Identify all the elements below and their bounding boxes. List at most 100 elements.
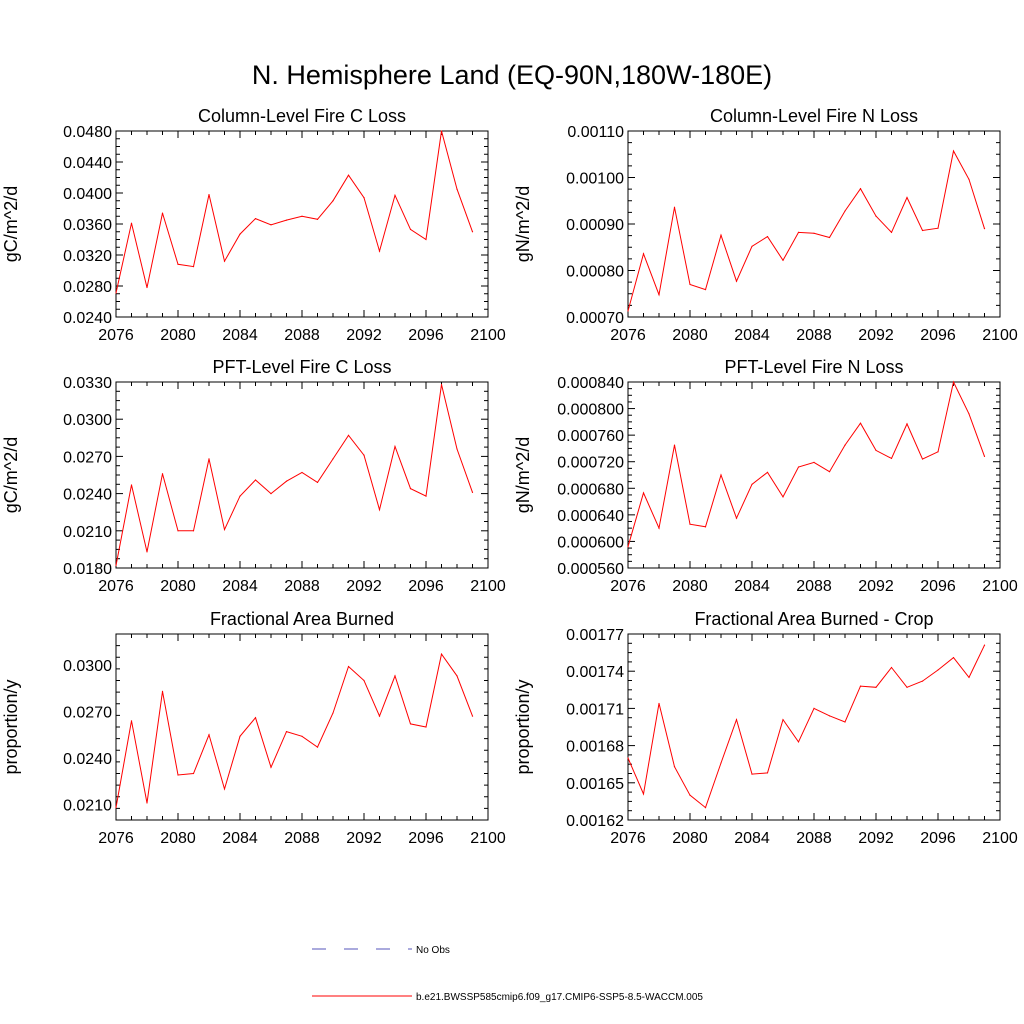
x-tick-label: 2092 — [346, 327, 382, 344]
data-point — [270, 224, 272, 226]
data-point — [921, 229, 924, 232]
panel-title: Fractional Area Burned - Crop — [694, 609, 933, 629]
y-tick-label: 0.000800 — [557, 402, 624, 419]
data-point — [394, 675, 396, 677]
data-point — [316, 218, 319, 220]
x-tick-label: 2088 — [284, 830, 320, 847]
data-point — [115, 807, 117, 809]
x-tick-label: 2076 — [610, 830, 646, 847]
data-point — [735, 517, 738, 519]
y-tick-label: 0.000840 — [557, 375, 624, 392]
data-point — [239, 735, 241, 737]
data-point — [177, 774, 179, 776]
data-point — [146, 551, 148, 553]
x-tick-label: 2100 — [982, 578, 1018, 595]
data-point — [627, 757, 629, 759]
y-tick-label: 0.0360 — [63, 217, 112, 234]
data-point — [440, 130, 443, 132]
plot-frame — [115, 381, 489, 569]
plot-frame — [115, 633, 489, 821]
y-tick-label: 0.0480 — [63, 124, 112, 141]
data-point — [177, 263, 179, 265]
data-point — [301, 471, 303, 474]
data-point — [301, 735, 303, 737]
y-tick-label: 0.0320 — [63, 248, 112, 265]
data-point — [642, 793, 645, 795]
y-tick-label: 0.0210 — [63, 524, 112, 541]
data-point — [813, 232, 815, 234]
data-point — [782, 718, 784, 721]
data-point — [425, 726, 427, 728]
x-tick-label: 2076 — [610, 327, 646, 344]
data-point — [316, 746, 319, 748]
data-point — [332, 712, 334, 714]
data-point — [332, 458, 334, 460]
x-tick-label: 2100 — [470, 830, 506, 847]
data-point — [797, 741, 800, 743]
series-line — [627, 644, 985, 809]
data-point — [208, 734, 210, 736]
x-tick-label: 2092 — [858, 830, 894, 847]
y-tick-label: 0.0240 — [63, 487, 112, 504]
data-point — [658, 702, 660, 705]
panel-title: Column-Level Fire N Loss — [710, 106, 918, 126]
data-point — [751, 773, 753, 775]
data-point — [983, 644, 986, 646]
data-point — [471, 231, 474, 233]
data-point — [906, 686, 908, 688]
data-point — [921, 680, 924, 682]
y-tick-label: 0.00090 — [566, 217, 624, 234]
panel-title: PFT-Level Fire C Loss — [212, 357, 391, 377]
data-point — [115, 564, 117, 567]
chart-panel-1: 2076 2080 2084 2088 2092 2096 2100 0.0240 0.0280… — [1, 106, 506, 344]
data-point — [627, 310, 629, 312]
y-tick-label: 0.00070 — [566, 310, 624, 327]
data-point — [223, 528, 226, 531]
data-point — [363, 197, 365, 199]
x-tick-label: 2080 — [672, 327, 708, 344]
x-tick-label: 2100 — [470, 578, 506, 595]
x-tick-label: 2088 — [796, 327, 832, 344]
data-point — [735, 718, 738, 721]
x-tick-label: 2096 — [408, 578, 444, 595]
y-tick-label: 0.0280 — [63, 279, 112, 296]
data-point — [906, 196, 908, 199]
x-tick-label: 2084 — [734, 830, 770, 847]
y-tick-label: 0.0300 — [63, 658, 112, 675]
data-point — [704, 526, 707, 528]
data-point — [766, 772, 769, 774]
data-point — [890, 666, 893, 669]
chart-panel-2: 2076 2080 2084 2088 2092 2096 2100 0.00070 0.000… — [513, 106, 1018, 344]
y-tick-label: 0.000680 — [557, 481, 624, 498]
data-point — [161, 212, 164, 214]
data-point — [968, 676, 970, 679]
data-point — [177, 530, 179, 532]
data-point — [285, 731, 288, 733]
data-point — [456, 675, 458, 677]
panels: 2076 2080 2084 2088 2092 2096 2100 0.0240 0.0280… — [1, 106, 1018, 847]
data-point — [751, 245, 753, 247]
data-point — [254, 479, 257, 481]
data-point — [627, 546, 629, 548]
x-tick-label: 2088 — [796, 578, 832, 595]
y-tick-label: 0.0330 — [63, 375, 112, 392]
chart-panel-4: 2076 2080 2084 2088 2092 2096 2100 0.000560 0.00… — [513, 357, 1018, 595]
data-point — [875, 686, 877, 688]
data-point — [875, 215, 877, 217]
data-point — [937, 227, 939, 229]
x-tick-label: 2096 — [920, 327, 956, 344]
plot-frame — [627, 130, 1001, 318]
data-point — [766, 235, 769, 238]
data-point — [208, 458, 210, 460]
data-point — [952, 150, 955, 152]
data-point — [425, 495, 427, 497]
data-point — [642, 253, 645, 255]
data-point — [983, 455, 986, 457]
data-point — [937, 669, 939, 671]
y-tick-label: 0.00162 — [566, 813, 624, 830]
x-tick-label: 2084 — [734, 327, 770, 344]
data-point — [192, 266, 195, 268]
data-point — [890, 231, 893, 233]
data-point — [130, 222, 133, 224]
data-point — [983, 228, 986, 230]
